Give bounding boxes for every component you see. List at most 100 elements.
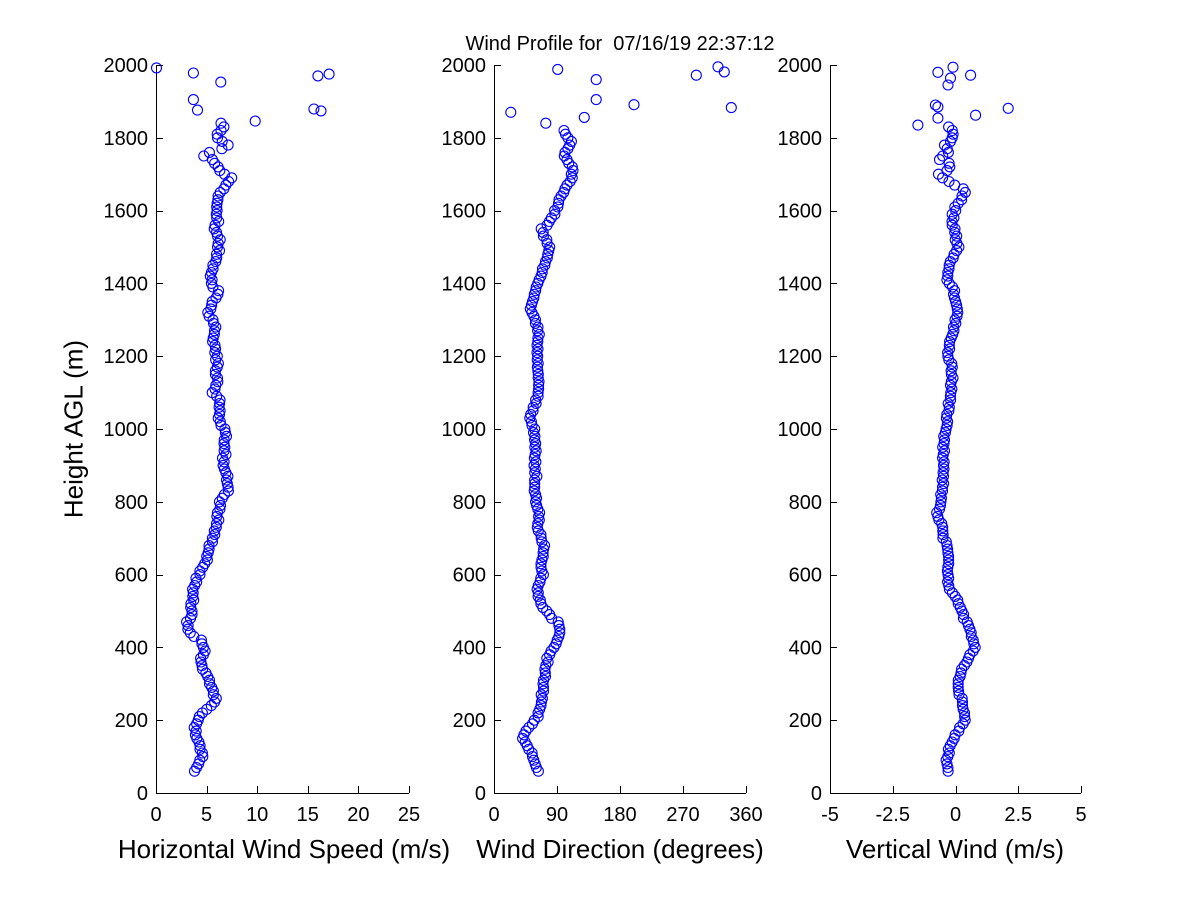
data-point-marker <box>937 470 950 482</box>
data-point-marker <box>533 514 545 526</box>
data-point-marker <box>690 69 702 81</box>
data-point-marker <box>544 241 556 253</box>
y-tick-label: 1000 <box>778 419 823 441</box>
data-point-marker <box>944 72 957 84</box>
data-point-marker <box>211 241 224 253</box>
scatter-series <box>150 62 335 777</box>
data-point-marker <box>528 292 540 304</box>
data-point-marker <box>957 703 969 715</box>
x-tick-label: 360 <box>729 804 762 826</box>
axes <box>494 65 747 794</box>
data-point-marker <box>222 485 234 497</box>
data-point-marker <box>520 725 532 737</box>
data-point-marker <box>208 328 220 340</box>
data-point-marker <box>940 536 952 548</box>
data-point-marker <box>968 638 980 650</box>
data-point-marker <box>935 496 947 508</box>
data-point-marker <box>949 226 961 238</box>
data-point-marker <box>945 394 957 406</box>
y-tick-label: 1400 <box>104 273 149 295</box>
data-point-marker <box>529 317 541 329</box>
data-point-marker <box>214 394 226 406</box>
data-point-marker <box>323 68 335 80</box>
data-point-marker <box>207 263 219 275</box>
y-tick-label: 600 <box>789 565 822 587</box>
data-point-marker <box>194 569 206 581</box>
data-point-marker <box>957 612 969 624</box>
data-point-marker <box>529 467 541 479</box>
data-point-marker <box>216 452 229 464</box>
data-point-marker <box>150 62 163 74</box>
data-point-marker <box>181 616 193 628</box>
y-tick-label: 1400 <box>778 273 823 295</box>
y-tick-label: 2000 <box>104 55 149 77</box>
data-point-marker <box>196 638 208 650</box>
data-point-marker <box>961 616 973 628</box>
data-point-marker <box>532 350 544 362</box>
data-point-marker <box>953 685 965 697</box>
data-point-marker <box>203 543 215 555</box>
data-point-marker <box>943 175 955 188</box>
data-point-marker <box>210 248 223 260</box>
data-point-marker <box>209 219 221 231</box>
data-point-marker <box>523 721 535 734</box>
data-point-marker <box>943 339 955 351</box>
data-point-marker <box>956 194 968 206</box>
data-point-marker <box>552 197 565 209</box>
data-point-marker <box>537 547 549 559</box>
data-point-marker <box>949 223 961 235</box>
y-tick-label: 800 <box>453 492 486 514</box>
data-point-marker <box>222 139 234 151</box>
data-point-marker <box>528 452 540 464</box>
data-point-marker <box>944 390 956 402</box>
data-point-marker <box>946 357 958 370</box>
data-point-marker <box>943 405 955 417</box>
data-point-marker <box>938 463 950 475</box>
data-point-marker <box>519 736 531 748</box>
data-point-marker <box>932 112 944 124</box>
data-point-marker <box>215 124 227 137</box>
data-point-marker <box>932 66 944 78</box>
data-point-marker <box>949 179 961 191</box>
data-point-marker <box>951 310 963 322</box>
data-point-marker <box>194 754 206 766</box>
data-point-marker <box>182 623 194 635</box>
data-point-marker <box>533 379 545 391</box>
data-point-marker <box>533 383 545 395</box>
data-point-marker <box>210 692 222 704</box>
data-point-marker <box>942 270 954 282</box>
data-point-marker <box>209 529 221 541</box>
data-point-marker <box>532 336 544 348</box>
data-point-marker <box>528 714 540 726</box>
data-point-marker <box>218 438 230 450</box>
data-point-marker <box>947 61 959 73</box>
data-point-marker <box>539 259 551 271</box>
axes <box>156 65 410 794</box>
data-point-marker <box>207 314 219 326</box>
y-tick-label: 1200 <box>778 346 823 368</box>
data-point-marker <box>526 419 538 431</box>
data-point-marker <box>952 678 964 690</box>
data-point-marker <box>552 201 564 213</box>
data-point-marker <box>590 74 602 86</box>
data-point-marker <box>184 627 196 639</box>
data-point-marker <box>211 128 223 140</box>
data-point-marker <box>529 481 541 493</box>
data-point-marker <box>946 281 959 293</box>
data-point-marker <box>212 357 224 370</box>
data-point-marker <box>541 237 553 249</box>
data-point-marker <box>195 656 207 668</box>
data-point-marker <box>187 587 199 599</box>
data-point-marker <box>203 539 215 552</box>
data-point-marker <box>942 547 954 559</box>
data-point-marker <box>212 194 224 206</box>
data-point-marker <box>531 354 543 366</box>
y-tick-label: 1200 <box>442 346 487 368</box>
data-point-marker <box>943 583 955 595</box>
data-point-marker <box>552 616 564 628</box>
data-point-marker <box>214 397 226 410</box>
data-point-marker <box>937 529 949 541</box>
data-point-marker <box>945 368 957 380</box>
data-point-marker <box>199 558 211 570</box>
data-point-marker <box>1002 102 1014 114</box>
